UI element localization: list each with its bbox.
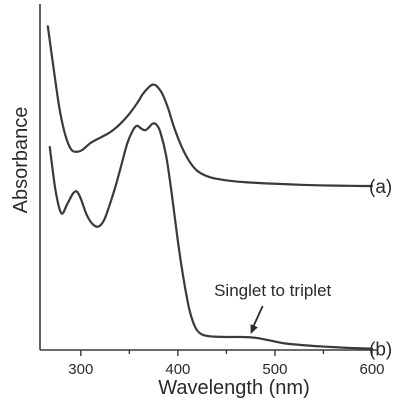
x-tick-label-600: 600 <box>359 361 384 378</box>
annotation-arrow-line <box>251 305 264 329</box>
series-group: (a) (b) <box>46 25 392 361</box>
x-ticks: 300 400 500 600 <box>68 350 385 378</box>
annotation-group: Singlet to triplet <box>214 281 332 334</box>
x-tick-label-500: 500 <box>262 361 287 378</box>
x-tick-label-400: 400 <box>165 361 190 378</box>
series-label-a: (a) <box>369 177 392 198</box>
x-axis-title: Wavelength (nm) <box>158 377 310 399</box>
series-line-a <box>46 25 374 188</box>
plot-area: 300 400 500 600 (a) (b) Singlet to triplet <box>39 4 392 378</box>
annotation-arrow-head <box>250 324 258 334</box>
x-tick-label-300: 300 <box>68 361 93 378</box>
y-axis-title: Absorbance <box>10 107 32 214</box>
series-label-b: (b) <box>369 340 392 361</box>
series-line-b <box>48 122 374 350</box>
annotation-text: Singlet to triplet <box>214 281 331 300</box>
